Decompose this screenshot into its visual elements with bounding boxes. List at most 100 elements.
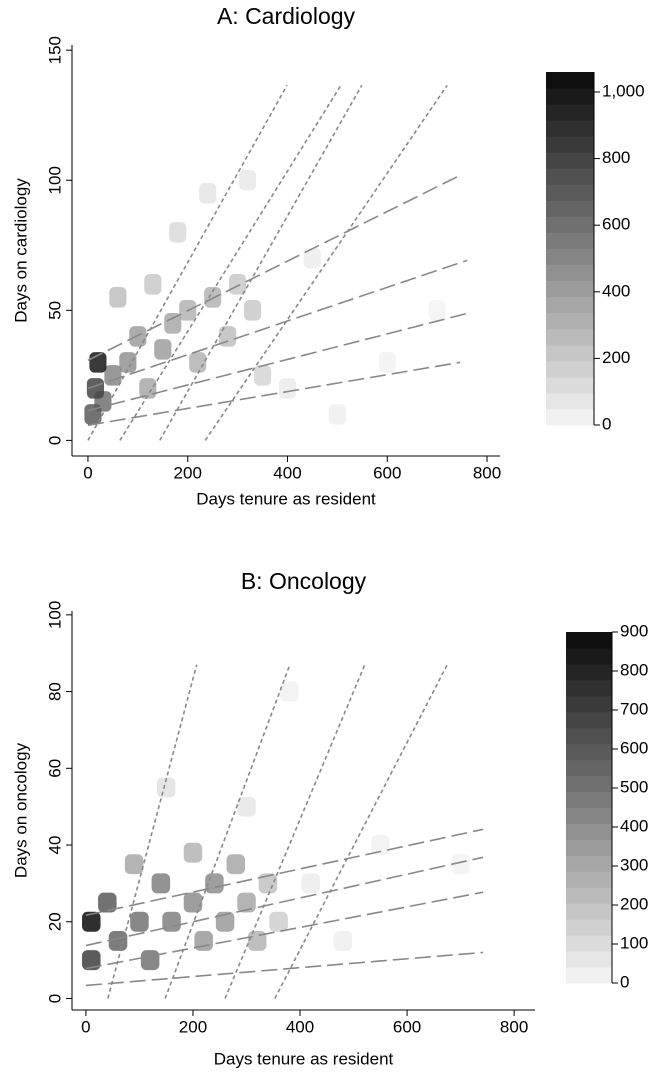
- x-tick-label: 200: [174, 463, 202, 482]
- density-cell: [183, 892, 203, 913]
- density-cell: [301, 873, 320, 894]
- colorbar-band: [566, 727, 612, 745]
- x-axis-title: Days tenure as resident: [196, 489, 376, 508]
- colorbar-band: [546, 376, 594, 394]
- density-cell: [124, 854, 144, 875]
- fit-line: [87, 361, 461, 427]
- x-tick-label: 0: [83, 463, 92, 482]
- y-tick-label: 100: [45, 166, 64, 194]
- colorbar-tick-label: 0: [602, 414, 611, 433]
- density-cell: [278, 378, 297, 399]
- density-cell: [215, 911, 235, 932]
- colorbar-band: [566, 647, 612, 665]
- fit-line: [85, 951, 484, 987]
- density-cell: [239, 169, 257, 191]
- density-cell: [258, 873, 278, 894]
- fit-line: [85, 856, 484, 947]
- colorbar-band: [546, 344, 594, 362]
- colorbar-band: [546, 392, 594, 410]
- density-cell: [109, 287, 127, 308]
- y-axis-title: Days on oncology: [11, 742, 30, 878]
- density-cell: [82, 950, 101, 971]
- x-axis-title: Days tenure as resident: [214, 1049, 394, 1068]
- colorbar-band: [566, 663, 612, 681]
- density-cell: [164, 313, 182, 334]
- y-tick-label: 50: [45, 301, 64, 320]
- colorbar-band: [546, 184, 594, 201]
- y-tick-label: 0: [45, 436, 64, 445]
- colorbar-band: [566, 919, 612, 936]
- colorbar-band: [546, 136, 594, 153]
- fit-line: [87, 174, 461, 361]
- colorbar-band: [546, 296, 594, 314]
- colorbar-tick-label: 900: [620, 621, 648, 640]
- chart-title: B: Oncology: [241, 568, 367, 594]
- density-cell: [199, 182, 217, 204]
- colorbar-band: [546, 152, 594, 169]
- density-cell: [98, 892, 117, 913]
- y-tick-label: 100: [45, 601, 64, 629]
- density-cell: [269, 911, 288, 932]
- x-tick-label: 800: [473, 463, 501, 482]
- y-tick-label: 60: [45, 759, 64, 778]
- density-cell: [154, 339, 172, 360]
- x-tick-label: 0: [81, 1017, 90, 1036]
- x-tick-label: 400: [286, 1017, 314, 1036]
- colorbar-band: [546, 216, 594, 233]
- x-tick-label: 600: [373, 463, 401, 482]
- density-cell: [328, 404, 346, 425]
- density-cell: [229, 274, 247, 295]
- colorbar-band: [566, 871, 612, 888]
- fit-line: [85, 828, 484, 917]
- colorbar-tick-label: 0: [620, 972, 629, 991]
- colorbar-band: [546, 360, 594, 378]
- density-cell: [237, 796, 256, 817]
- density-cell: [204, 287, 222, 308]
- density-cell: [130, 911, 149, 932]
- density-cell: [86, 378, 105, 399]
- colorbar-band: [566, 791, 612, 808]
- density-cell: [169, 222, 187, 243]
- colorbar-band: [546, 408, 594, 426]
- colorbar-band: [546, 328, 594, 346]
- y-tick-label: 80: [45, 682, 64, 701]
- density-cell: [183, 842, 203, 863]
- colorbar-band: [566, 967, 612, 984]
- density-cell: [428, 300, 446, 321]
- colorbar-band: [546, 264, 594, 282]
- colorbar-band: [566, 807, 612, 824]
- density-cell: [303, 248, 321, 269]
- density-cell: [82, 911, 101, 932]
- colorbar-band: [546, 232, 594, 249]
- density-cell: [333, 930, 353, 951]
- colorbar-band: [566, 759, 612, 777]
- fit-line: [107, 664, 198, 999]
- density-cell: [140, 950, 160, 971]
- colorbar-band: [546, 88, 594, 105]
- colorbar-band: [566, 839, 612, 856]
- colorbar-band: [546, 312, 594, 330]
- x-tick-label: 600: [393, 1017, 421, 1036]
- x-tick-label: 200: [179, 1017, 207, 1036]
- density-cell: [253, 365, 272, 386]
- density-cell: [162, 911, 181, 932]
- density-cell: [226, 854, 246, 875]
- colorbar-band: [566, 743, 612, 761]
- colorbar-band: [566, 823, 612, 840]
- colorbar-tick-label: 800: [620, 660, 648, 679]
- density-cell: [219, 326, 237, 347]
- density-cell: [194, 930, 213, 951]
- colorbar-band: [546, 280, 594, 298]
- density-cell: [280, 681, 299, 702]
- density-cell: [144, 274, 162, 295]
- fit-line: [159, 84, 363, 441]
- density-cell: [237, 892, 256, 913]
- colorbar-band: [566, 695, 612, 713]
- fit-line: [274, 664, 448, 999]
- density-cell: [108, 930, 128, 951]
- colorbar-tick-label: 200: [620, 894, 648, 913]
- colorbar-band: [566, 711, 612, 729]
- y-tick-label: 40: [45, 836, 64, 855]
- y-axis-title: Days on cardiology: [11, 178, 30, 323]
